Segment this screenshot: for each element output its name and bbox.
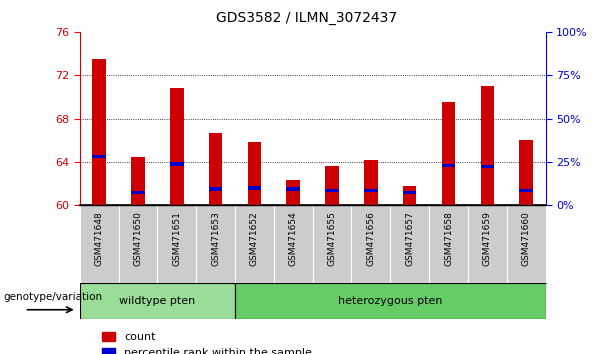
Bar: [429, 205, 468, 283]
Bar: [507, 205, 546, 283]
Text: GSM471655: GSM471655: [327, 212, 337, 267]
Bar: [158, 205, 196, 283]
Bar: [351, 205, 390, 283]
Bar: [286, 181, 300, 205]
Text: GSM471659: GSM471659: [483, 212, 492, 267]
Bar: [403, 191, 416, 194]
Bar: [519, 189, 533, 192]
Legend: count, percentile rank within the sample: count, percentile rank within the sample: [97, 328, 316, 354]
Bar: [274, 205, 313, 283]
Text: genotype/variation: genotype/variation: [3, 292, 102, 302]
Bar: [170, 162, 183, 166]
Bar: [519, 140, 533, 205]
Bar: [170, 88, 183, 205]
Bar: [326, 189, 339, 192]
Text: GSM471653: GSM471653: [211, 212, 220, 267]
Text: GSM471650: GSM471650: [134, 212, 142, 267]
Bar: [80, 283, 235, 319]
Bar: [286, 187, 300, 191]
Text: heterozygous pten: heterozygous pten: [338, 296, 443, 306]
Bar: [364, 189, 378, 192]
Bar: [235, 205, 274, 283]
Bar: [118, 205, 158, 283]
Text: GDS3582 / ILMN_3072437: GDS3582 / ILMN_3072437: [216, 11, 397, 25]
Bar: [248, 186, 261, 190]
Bar: [93, 155, 106, 158]
Text: GSM471651: GSM471651: [172, 212, 181, 267]
Bar: [131, 191, 145, 194]
Text: GSM471654: GSM471654: [289, 212, 298, 266]
Bar: [131, 156, 145, 205]
Text: GSM471656: GSM471656: [367, 212, 375, 267]
Bar: [209, 187, 223, 191]
Text: GSM471660: GSM471660: [522, 212, 531, 267]
Bar: [468, 205, 507, 283]
Bar: [248, 142, 261, 205]
Bar: [196, 205, 235, 283]
Bar: [93, 59, 106, 205]
Bar: [80, 205, 118, 283]
Text: wildtype pten: wildtype pten: [119, 296, 196, 306]
Bar: [326, 166, 339, 205]
Bar: [235, 283, 546, 319]
Bar: [209, 133, 223, 205]
Text: GSM471657: GSM471657: [405, 212, 414, 267]
Bar: [403, 186, 416, 205]
Bar: [442, 102, 455, 205]
Bar: [442, 164, 455, 167]
Text: GSM471658: GSM471658: [444, 212, 453, 267]
Bar: [364, 160, 378, 205]
Text: GSM471648: GSM471648: [94, 212, 104, 266]
Bar: [481, 86, 494, 205]
Bar: [390, 205, 429, 283]
Text: GSM471652: GSM471652: [250, 212, 259, 266]
Bar: [313, 205, 351, 283]
Bar: [481, 165, 494, 168]
